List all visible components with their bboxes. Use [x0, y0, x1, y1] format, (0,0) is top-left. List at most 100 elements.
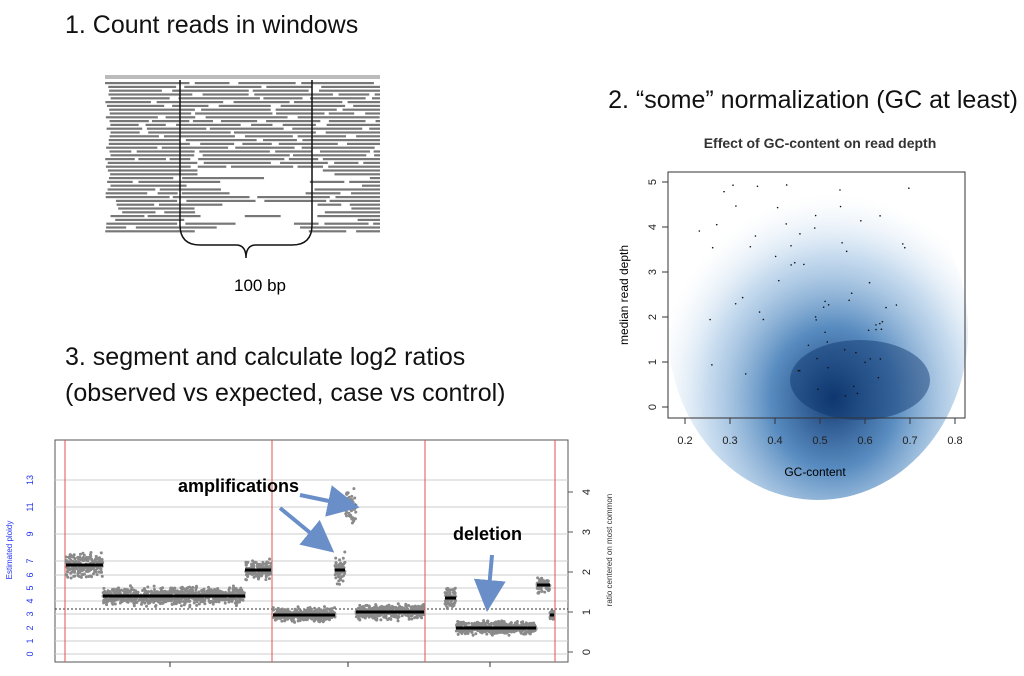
bin: [528, 632, 532, 636]
bin: [536, 576, 540, 580]
read: [135, 226, 217, 229]
y2-tick-label: 1: [581, 609, 593, 615]
read: [203, 161, 271, 164]
bin: [545, 579, 549, 583]
bin: [543, 590, 547, 594]
bin: [179, 604, 183, 608]
bin: [187, 596, 191, 600]
annotation: deletion: [453, 524, 522, 544]
outlier: [895, 304, 898, 306]
y-tick-label: 5: [647, 179, 659, 185]
outlier: [850, 292, 853, 295]
bin: [72, 553, 76, 557]
bin: [111, 602, 115, 606]
bin: [202, 589, 206, 593]
read: [105, 101, 151, 104]
read: [280, 161, 328, 164]
bin: [184, 589, 188, 593]
bin: [159, 598, 163, 602]
bin: [254, 561, 258, 565]
bin: [264, 575, 268, 579]
bin: [201, 600, 205, 604]
x-tick-label: 0.3: [722, 435, 737, 447]
outlier: [803, 263, 805, 266]
read: [372, 97, 380, 100]
bin: [208, 588, 212, 592]
outlier: [822, 306, 825, 308]
read: [297, 165, 324, 168]
bin: [192, 601, 196, 605]
y-tick-label: 6: [25, 572, 35, 577]
bin: [195, 603, 199, 607]
read: [329, 199, 380, 202]
read: [334, 161, 359, 164]
outlier: [715, 223, 718, 226]
bin: [70, 570, 74, 574]
bin: [407, 604, 411, 608]
read: [266, 85, 313, 88]
read: [106, 127, 143, 130]
bin: [197, 590, 201, 594]
bin: [64, 555, 68, 559]
read: [293, 222, 319, 225]
bin: [92, 559, 96, 563]
bin: [76, 574, 80, 578]
bin: [147, 590, 151, 594]
bin: [268, 564, 272, 568]
read: [326, 123, 380, 126]
bin: [524, 621, 528, 625]
read: [163, 135, 235, 138]
bin: [306, 615, 310, 619]
bin: [123, 588, 127, 592]
bin: [220, 598, 224, 602]
bin: [494, 620, 498, 624]
bin: [84, 575, 88, 579]
bin: [350, 521, 354, 525]
read: [319, 150, 371, 153]
bin: [452, 603, 456, 607]
read: [106, 222, 178, 225]
read: [202, 93, 249, 96]
bin: [415, 616, 419, 620]
read: [235, 146, 295, 149]
read: [373, 150, 380, 153]
read: [182, 177, 265, 180]
bin: [252, 575, 256, 579]
bin: [185, 586, 189, 590]
read: [110, 184, 187, 187]
y2-tick-label: 2: [581, 569, 593, 575]
bin: [102, 586, 106, 590]
read: [172, 196, 250, 199]
outlier: [817, 388, 819, 391]
bin: [444, 603, 448, 607]
bin: [371, 616, 375, 620]
bin: [409, 614, 413, 618]
read: [151, 120, 190, 123]
bin: [207, 596, 211, 600]
read: [317, 203, 342, 206]
arrow: [278, 506, 335, 553]
bin: [467, 621, 471, 625]
read: [369, 177, 380, 180]
bin: [396, 606, 400, 610]
bin: [444, 601, 448, 605]
bin: [454, 629, 458, 633]
bin: [194, 598, 198, 602]
bin: [141, 589, 145, 593]
bin: [389, 617, 393, 621]
read: [357, 218, 380, 221]
y-tick-label: 9: [25, 531, 35, 536]
outlier: [879, 215, 881, 217]
read: [288, 158, 319, 161]
bin: [99, 551, 103, 555]
read: [353, 104, 380, 107]
bin: [539, 587, 543, 591]
bin: [353, 517, 357, 521]
bin: [407, 617, 411, 621]
bin: [504, 622, 508, 626]
read: [184, 85, 262, 88]
bin: [396, 616, 400, 620]
read: [264, 199, 327, 202]
bin: [417, 606, 421, 610]
